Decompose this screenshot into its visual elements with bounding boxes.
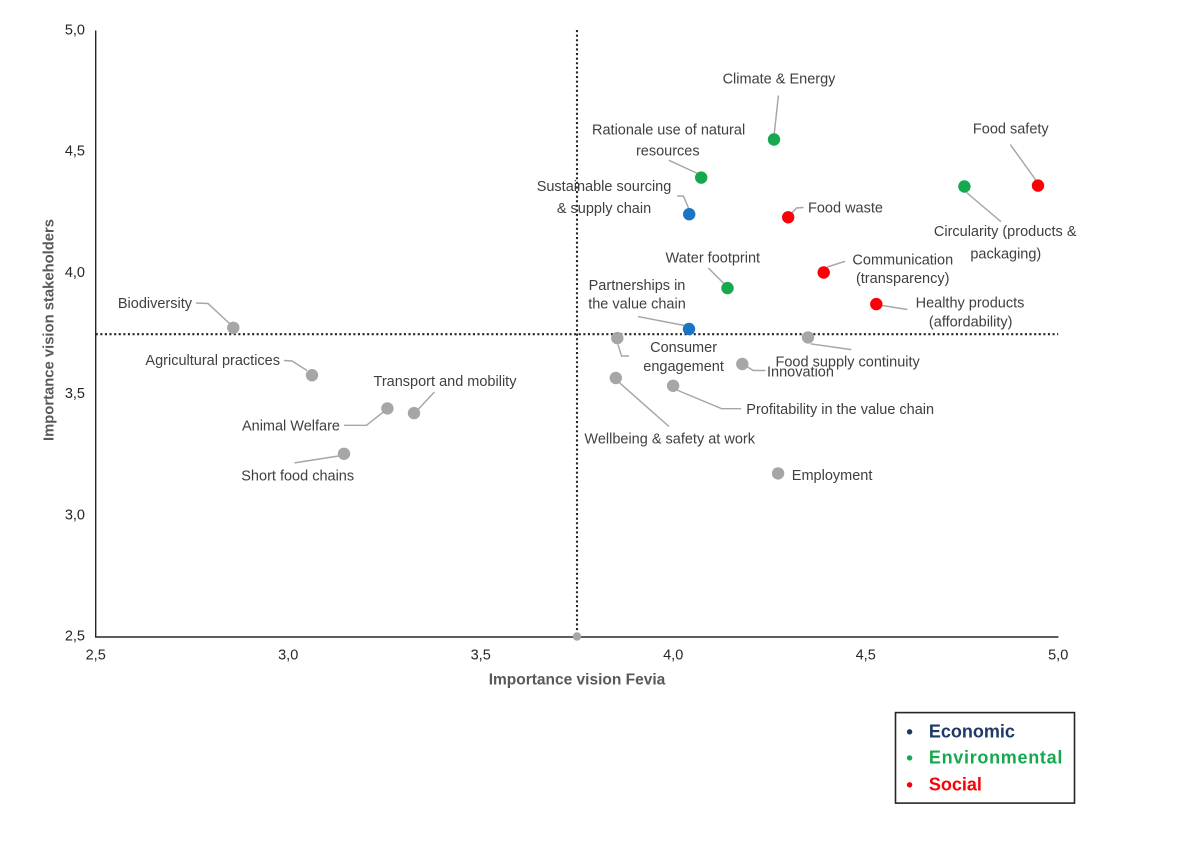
svg-text:Biodiversity: Biodiversity bbox=[118, 296, 193, 312]
svg-text:4,5: 4,5 bbox=[65, 144, 85, 160]
svg-text:4,0: 4,0 bbox=[663, 648, 683, 664]
svg-text:(transparency): (transparency) bbox=[856, 271, 949, 287]
svg-text:resources: resources bbox=[636, 143, 700, 159]
svg-text:Food supply continuity: Food supply continuity bbox=[776, 355, 921, 371]
svg-text:Communication: Communication bbox=[852, 253, 953, 269]
svg-text:4,5: 4,5 bbox=[856, 648, 876, 664]
svg-text:Economic: Economic bbox=[929, 721, 1015, 741]
svg-text:Healthy products: Healthy products bbox=[916, 296, 1025, 312]
svg-text:& supply chain: & supply chain bbox=[557, 201, 651, 217]
svg-text:3,5: 3,5 bbox=[65, 386, 85, 402]
svg-text:Agricultural practices: Agricultural practices bbox=[145, 353, 280, 369]
svg-text:(affordability): (affordability) bbox=[929, 314, 1013, 330]
svg-text:5,0: 5,0 bbox=[65, 22, 85, 38]
svg-text:Environmental: Environmental bbox=[929, 747, 1063, 767]
svg-text:Transport and mobility: Transport and mobility bbox=[374, 374, 518, 390]
svg-text:3,5: 3,5 bbox=[471, 648, 491, 664]
svg-text:Consumer: Consumer bbox=[650, 340, 717, 356]
svg-text:Climate & Energy: Climate & Energy bbox=[723, 72, 837, 88]
svg-text:Food safety: Food safety bbox=[973, 122, 1050, 138]
svg-text:3,0: 3,0 bbox=[65, 507, 85, 523]
svg-text:Circularity (products &: Circularity (products & bbox=[934, 224, 1077, 240]
svg-text:Water footprint: Water footprint bbox=[666, 250, 761, 266]
svg-text:Rationale use of natural: Rationale use of natural bbox=[592, 122, 745, 138]
svg-text:engagement: engagement bbox=[643, 359, 724, 375]
svg-text:Innovation: Innovation bbox=[767, 364, 834, 380]
svg-text:4,0: 4,0 bbox=[65, 265, 85, 281]
svg-text:the value chain: the value chain bbox=[588, 297, 686, 313]
svg-text:3,0: 3,0 bbox=[278, 648, 298, 664]
svg-text:2,5: 2,5 bbox=[65, 628, 85, 644]
svg-text:Short food chains: Short food chains bbox=[241, 468, 354, 484]
svg-text:packaging): packaging) bbox=[970, 247, 1041, 263]
svg-text:Food waste: Food waste bbox=[808, 200, 883, 216]
svg-text:Employment: Employment bbox=[792, 468, 873, 484]
svg-text:Profitability in the value cha: Profitability in the value chain bbox=[746, 402, 934, 418]
svg-text:Social: Social bbox=[929, 774, 982, 794]
svg-text:Importance vision stakeholders: Importance vision stakeholders bbox=[42, 219, 58, 441]
svg-text:Sustainable sourcing: Sustainable sourcing bbox=[537, 179, 672, 195]
svg-text:Partnerships in: Partnerships in bbox=[589, 278, 686, 294]
svg-text:Wellbeing & safety at work: Wellbeing & safety at work bbox=[584, 432, 755, 448]
svg-text:5,0: 5,0 bbox=[1048, 648, 1068, 664]
svg-text:Importance vision Fevia: Importance vision Fevia bbox=[489, 672, 666, 689]
svg-text:Animal Welfare: Animal Welfare bbox=[242, 419, 340, 435]
svg-text:2,5: 2,5 bbox=[86, 648, 106, 664]
